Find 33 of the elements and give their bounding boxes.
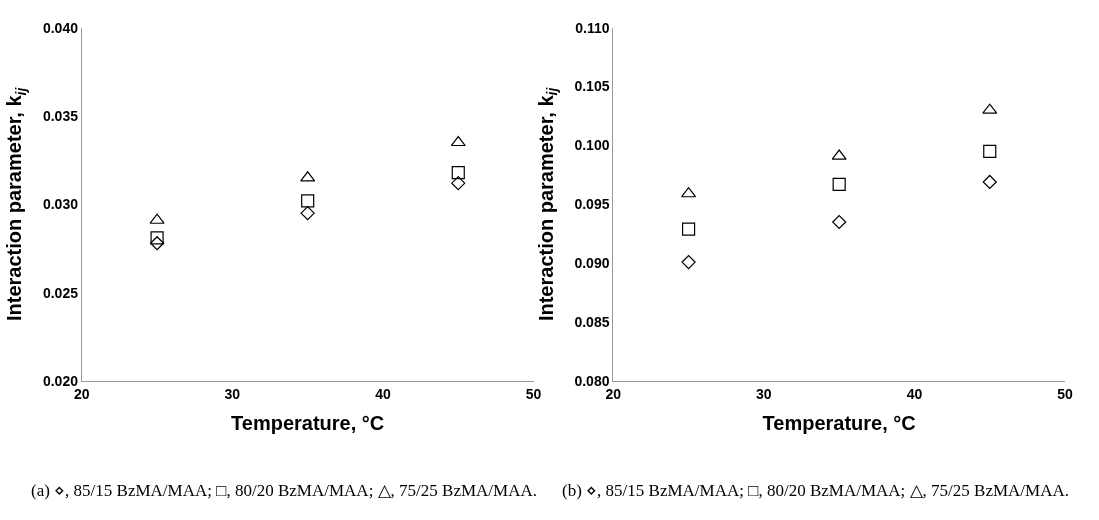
text: (b) ⋄, 85/15 BzMA/MAA; □, 80/20 BzMA/MAA; △, 75/25 BzMA/MAA. (562, 481, 1069, 500)
x-tick-label: 40 (375, 385, 391, 402)
point (832, 177, 846, 191)
y-tick-label: 0.030 (42, 196, 79, 213)
y-tick-label: 0.040 (42, 19, 79, 36)
point (983, 144, 997, 158)
point (451, 165, 465, 180)
y-tick-label: 0.090 (574, 255, 610, 272)
x-tick-label: 50 (1057, 385, 1074, 402)
x-tick-label: 30 (224, 385, 241, 402)
point (451, 176, 466, 191)
point (149, 236, 165, 251)
y-tick-label: 0.085 (574, 314, 610, 331)
x-tick-label: 30 (756, 385, 772, 402)
y-tick-label: 0.110 (575, 19, 610, 36)
y-tick-label: 0.035 (42, 107, 79, 124)
point (681, 254, 696, 270)
point (450, 135, 466, 147)
point (681, 222, 696, 236)
x-axis-title: Temperature, °C (762, 412, 916, 435)
y-tick-label: 0.025 (42, 284, 79, 301)
x-tick-label: 50 (525, 385, 542, 402)
point (832, 214, 847, 230)
y-tick-label: 0.100 (574, 137, 610, 154)
y-tick-label: 0.095 (574, 196, 610, 213)
point (150, 231, 164, 245)
x-axis-title: Temperature, °C (231, 412, 385, 435)
text: (a) ⋄, 85/15 BzMA/MAA; □, 80/20 BzMA/MAA; △, 75/25 BzMA/MAA. (31, 481, 538, 500)
x-tick-label: 40 (906, 385, 923, 402)
point (301, 194, 315, 208)
point (982, 174, 997, 190)
y-tick-label: 0.105 (574, 78, 610, 95)
point (300, 206, 315, 221)
